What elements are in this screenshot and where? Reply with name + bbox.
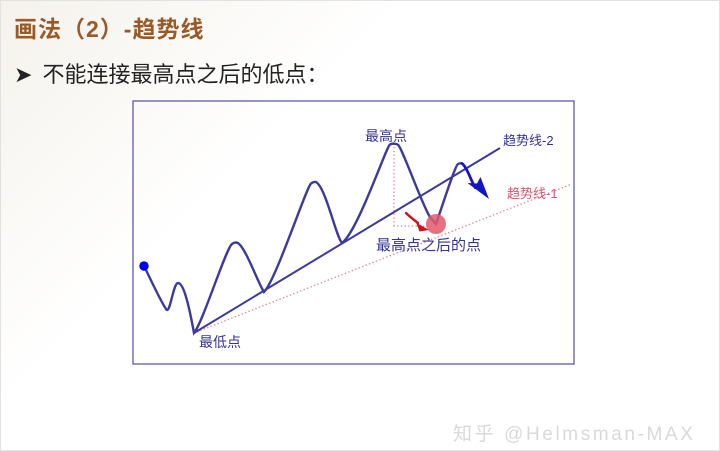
svg-text:趋势线-1: 趋势线-1 bbox=[507, 186, 558, 201]
svg-text:最高点: 最高点 bbox=[365, 128, 407, 144]
svg-text:最高点之后的点: 最高点之后的点 bbox=[376, 237, 481, 254]
svg-text:趋势线-2: 趋势线-2 bbox=[503, 133, 554, 148]
svg-text:最低点: 最低点 bbox=[199, 334, 241, 350]
